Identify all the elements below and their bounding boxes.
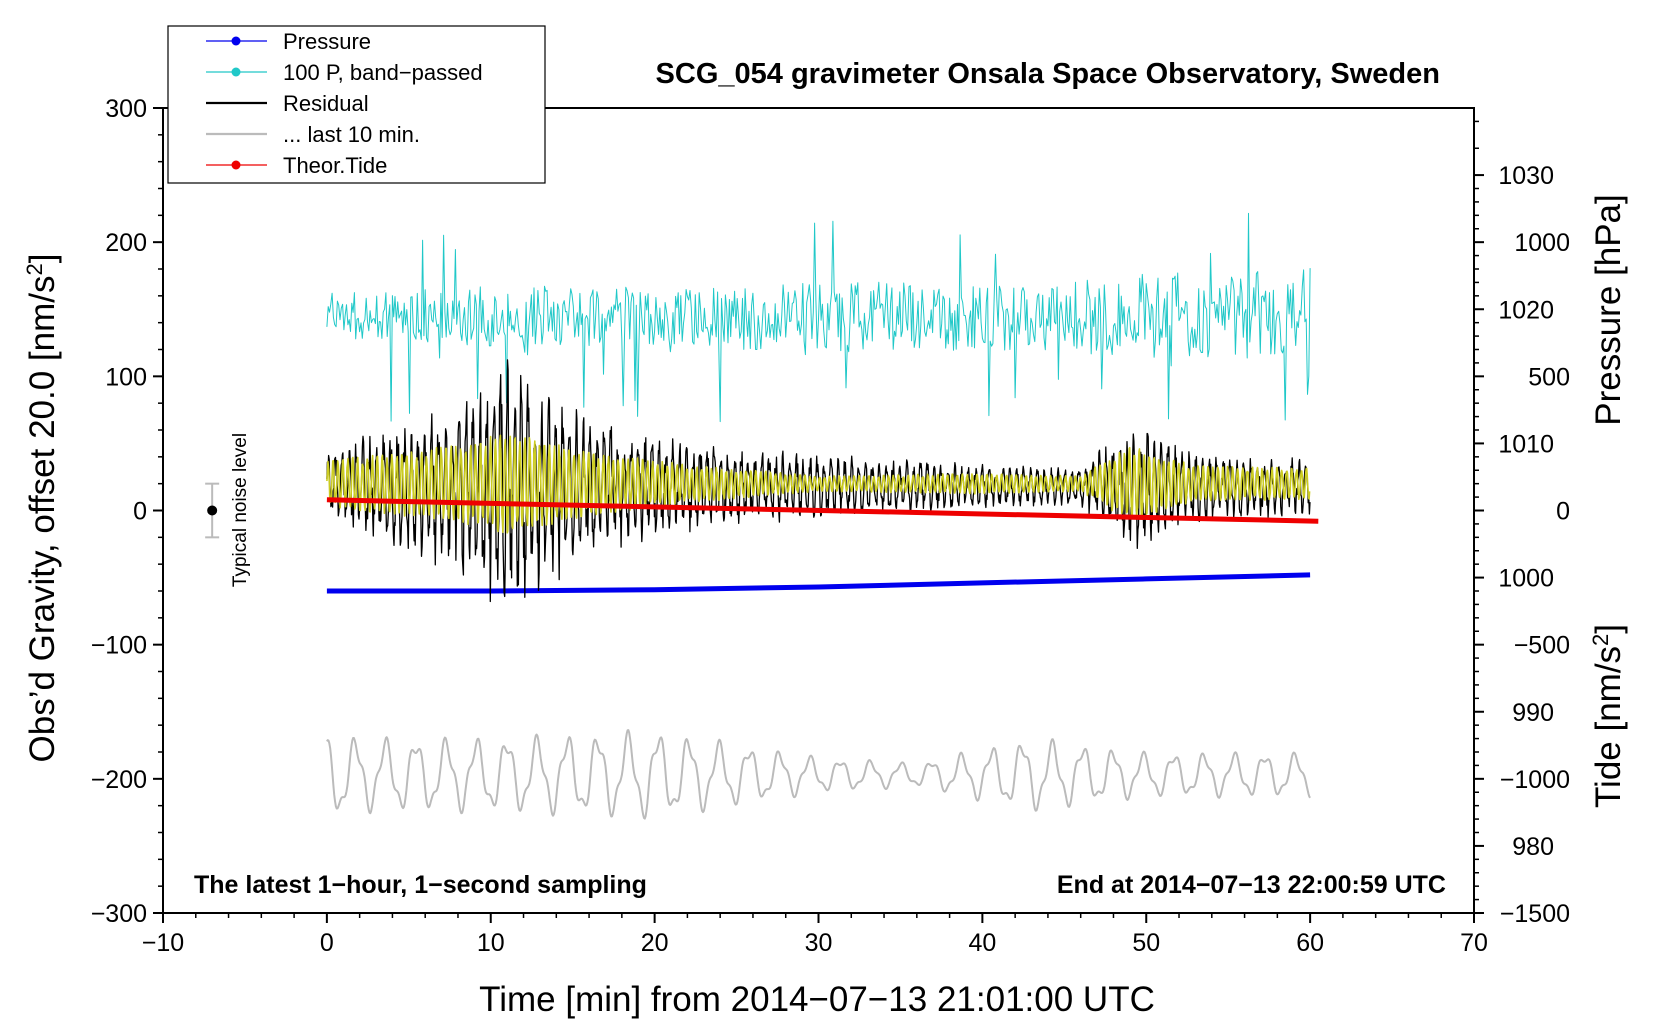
series-residual-overlay [326,434,1311,534]
legend-label: Pressure [283,29,371,54]
y-axis-label-tide-sup: 2 [1588,634,1613,646]
x-tick-label: 50 [1132,929,1160,957]
y-tick-label-pressure: 990 [1512,699,1554,727]
legend-marker [231,160,241,170]
y-tick-label-left: 100 [105,363,147,391]
y-tick-label-pressure: 1020 [1498,296,1554,324]
y-tick-label-left: −200 [91,766,147,794]
y-tick-label-tide: −1500 [1500,900,1570,928]
noise-dot [207,505,218,516]
legend-marker [231,67,241,77]
y-tick-label-tide: 500 [1528,363,1570,391]
y-tick-label-left: −300 [91,900,147,928]
x-tick-label: 20 [641,929,669,957]
x-tick-label: 0 [320,929,334,957]
y-axis-label-left-end: ] [23,254,62,264]
y-axis-label-pressure: Pressure [hPa] [1589,194,1628,426]
legend-label: Residual [283,91,369,116]
y-tick-label-left: 200 [105,229,147,257]
y-tick-label-tide: 1000 [1514,229,1570,257]
legend-label: Theor.Tide [283,153,387,178]
x-tick-label: 10 [477,929,505,957]
series-band-passed-pressure [326,212,1311,423]
annotation-sampling: The latest 1−hour, 1−second sampling [194,871,647,899]
y-tick-label-left: 300 [105,95,147,123]
x-tick-label: 40 [968,929,996,957]
y-tick-label-left: −100 [91,632,147,660]
x-tick-label: 30 [805,929,833,957]
y-axis-label-tide-text: Tide [nm/s [1589,646,1628,808]
legend-label: ... last 10 min. [283,122,420,147]
y-axis-label-left-sup: 2 [22,263,47,275]
series-last-10-min [326,729,1311,820]
series-theor-tide [326,497,1319,524]
y-axis-label-tide: Tide [nm/s2] [1588,624,1629,808]
y-axis-label-left-text: Obs’d Gravity, offset 20.0 [nm/s [23,276,62,763]
series-layer [205,212,1319,820]
y-axis-label-tide-end: ] [1589,624,1628,634]
y-tick-label-tide: −1000 [1500,766,1570,794]
y-tick-label-pressure: 1000 [1498,565,1554,593]
x-axis-label: Time [min] from 2014−07−13 21:01:00 UTC [479,980,1155,1019]
axes-layer: −10 0 10 20 30 40 50 60 703002001000−100−200−300… [91,95,1570,957]
y-tick-label-tide: −500 [1514,632,1570,660]
legend-label: 100 P, band−passed [283,60,483,85]
y-tick-label-pressure: 980 [1512,833,1554,861]
noise-level-label: Typical noise level [230,433,251,587]
x-tick-label: 70 [1460,929,1488,957]
x-tick-label: −10 [142,929,184,957]
x-tick-label: 60 [1296,929,1324,957]
annotation-end-time: End at 2014−07−13 22:00:59 UTC [1057,871,1446,899]
y-tick-label-pressure: 1030 [1498,162,1554,190]
y-tick-label-tide: 0 [1556,498,1570,526]
legend: Pressure 100 P, band−passed Residual ... la… [167,25,546,184]
legend-marker [231,36,241,46]
y-tick-label-pressure: 1010 [1498,430,1554,458]
chart-title: SCG_054 gravimeter Onsala Space Observat… [656,58,1440,90]
y-tick-label-left: 0 [133,498,147,526]
y-axis-label-left: Obs’d Gravity, offset 20.0 [nm/s2] [22,254,63,763]
